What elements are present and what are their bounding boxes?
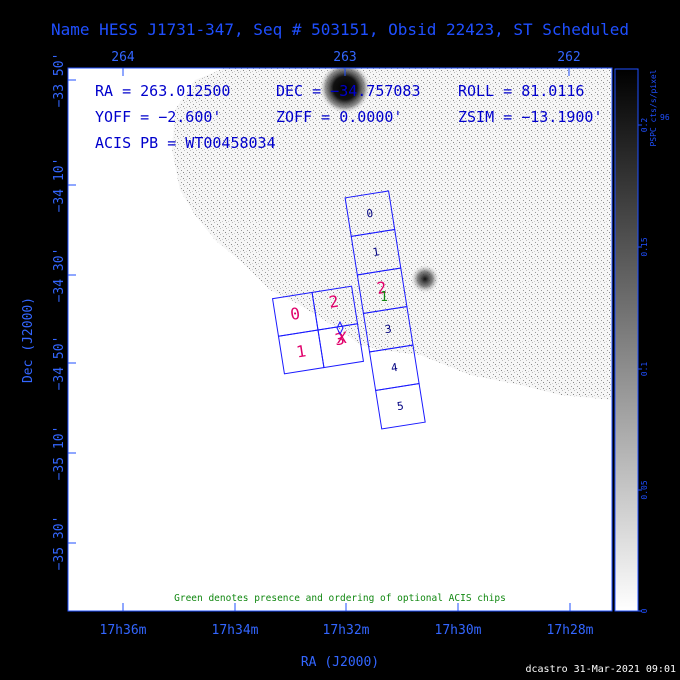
bottom-tick-label: 17h36m <box>100 623 147 638</box>
aimpoint-marker: X <box>337 328 347 347</box>
y-axis-label: Dec (J2000) <box>21 297 36 383</box>
acis-i-chip-label: 3 <box>333 329 345 349</box>
bottom-tick-label: 17h32m <box>323 623 370 638</box>
colorbar-tick-label: 0.05 <box>640 480 649 499</box>
left-tick-label: −34 10' <box>52 158 67 213</box>
acis-s-chip-label: 4 <box>390 361 399 375</box>
top-tick-label: 264 <box>111 50 135 65</box>
left-tick-label: −33 50' <box>52 53 67 108</box>
plot-title: Name HESS J1731-347, Seq # 503151, Obsid… <box>51 20 629 39</box>
left-tick-label: −34 50' <box>52 336 67 391</box>
optional-chip-label: 1 <box>380 290 388 305</box>
colorbar-tick-label: 0.2 <box>640 118 649 133</box>
bottom-axis: 17h36m 17h34m 17h32m 17h30m 17h28m RA (J… <box>100 603 594 670</box>
diamond-icon <box>336 320 344 336</box>
colorbar-tick-label: 0.15 <box>640 237 649 256</box>
optional-chip-note: Green denotes presence and ordering of o… <box>174 593 506 604</box>
acis-s-chip-label: 5 <box>396 399 405 413</box>
plot-frame <box>67 67 613 612</box>
credit-line: dcastro 31-Mar-2021 09:01 <box>525 664 676 675</box>
secondary-source <box>410 264 440 294</box>
dec-readout: DEC = −34.757083 <box>276 82 421 100</box>
colorbar-tick-label: 0.1 <box>640 362 649 377</box>
colorbar-axis-strip <box>638 69 658 611</box>
bottom-tick-label: 17h30m <box>435 623 482 638</box>
acis-s-chip-label: 0 <box>366 207 375 221</box>
acis-i-chip-label: 2 <box>328 292 340 312</box>
image-data <box>172 68 612 400</box>
left-axis: −33 50' −34 10' −34 30' −34 50' −35 10' … <box>21 53 76 571</box>
bottom-tick-label: 17h28m <box>547 623 594 638</box>
pointing-info: RA = 263.012500 DEC = −34.757083 ROLL = … <box>95 82 603 152</box>
top-tick-label: 263 <box>333 50 356 65</box>
colorbar-unit-label: PSPC cts/s/pixel <box>649 69 658 146</box>
colorbar-edge-label: 96 <box>660 113 670 122</box>
acis-s-chip-label: 1 <box>372 245 381 259</box>
colorbar-gradient <box>614 68 639 612</box>
yoff-readout: YOFF = −2.600' <box>95 108 221 126</box>
top-axis: 264 263 262 <box>111 50 581 76</box>
top-tick-label: 262 <box>557 50 580 65</box>
colorbar: 0.2 0.15 0.1 0.05 0 PSPC cts/s/pixel 96 <box>614 68 670 613</box>
acis-s-chip-label: 3 <box>384 322 393 336</box>
bottom-tick-label: 17h34m <box>212 623 259 638</box>
diffuse-emission <box>172 68 612 400</box>
bright-source <box>319 68 371 114</box>
zoff-readout: ZOFF = 0.0000' <box>276 108 402 126</box>
colorbar-tick-label: 0 <box>640 608 649 613</box>
acis-i-chip-label: 0 <box>289 304 301 324</box>
acis-s-chip <box>375 383 426 430</box>
zsim-readout: ZSIM = −13.1900' <box>458 108 603 126</box>
acis-i-chip-label: 1 <box>295 341 307 361</box>
left-tick-label: −35 30' <box>52 516 67 571</box>
x-axis-label: RA (J2000) <box>301 655 379 670</box>
ra-readout: RA = 263.012500 <box>95 82 230 100</box>
left-tick-label: −35 10' <box>52 426 67 481</box>
left-tick-label: −34 30' <box>52 248 67 303</box>
roll-readout: ROLL = 81.0116 <box>458 82 584 100</box>
acis-i-array: 0 2 1 3 <box>271 285 365 375</box>
acis-pb-readout: ACIS PB = WT00458034 <box>95 134 276 152</box>
acis-s-chip-label: 2 <box>375 278 387 298</box>
acis-s-array: 0 1 2 3 4 5 <box>344 190 426 430</box>
